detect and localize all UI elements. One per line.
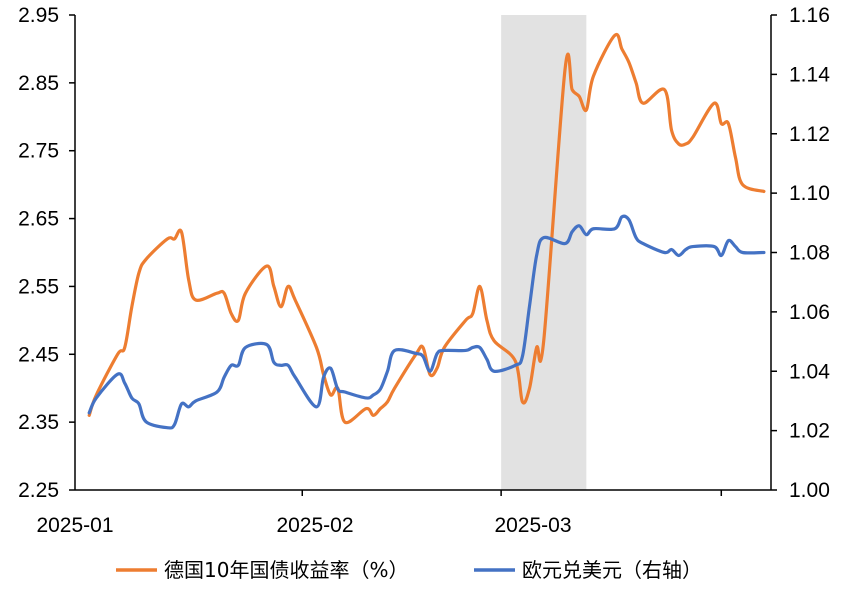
y-right-tick-label: 1.04 (789, 360, 830, 383)
y-right-tick-label: 1.14 (789, 63, 830, 86)
y-left-tick-label: 2.85 (18, 72, 59, 95)
y-left-tick-label: 2.75 (18, 140, 59, 163)
y-right-tick-label: 1.06 (789, 301, 830, 324)
x-tick-label: 2025-02 (276, 514, 353, 537)
legend-label-bund-yield: 德国10年国债收益率（%） (164, 558, 408, 582)
legend-label-eurusd: 欧元兑美元（右轴） (522, 558, 702, 582)
left-axis: 2.25 2.35 2.45 2.55 2.65 2.75 2.85 2.95 (18, 4, 76, 502)
series-line-bund-yield (87, 32, 766, 425)
x-tick-label: 2025-01 (36, 514, 113, 537)
legend: 德国10年国债收益率（%） 欧元兑美元（右轴） (116, 558, 702, 582)
y-left-tick-label: 2.45 (18, 343, 59, 366)
y-left-tick-label: 2.25 (18, 479, 59, 502)
right-axis: 1.00 1.02 1.04 1.06 1.08 1.10 1.12 1.14 1.16 (770, 4, 830, 502)
y-right-tick-label: 1.02 (789, 420, 830, 443)
highlight-band (501, 15, 587, 490)
x-tick-label: 2025-03 (494, 514, 571, 537)
x-axis: 2025-01 2025-02 2025-03 (36, 489, 771, 537)
y-left-tick-label: 2.35 (18, 411, 59, 434)
y-right-tick-label: 1.08 (789, 242, 830, 265)
y-right-tick-label: 1.00 (789, 479, 830, 502)
y-right-tick-label: 1.16 (789, 4, 830, 27)
y-left-tick-label: 2.65 (18, 208, 59, 231)
series-line-eurusd (87, 214, 766, 430)
y-left-tick-label: 2.55 (18, 275, 59, 298)
y-left-tick-label: 2.95 (18, 4, 59, 27)
y-right-tick-label: 1.10 (789, 182, 830, 205)
y-right-tick-label: 1.12 (789, 123, 830, 146)
